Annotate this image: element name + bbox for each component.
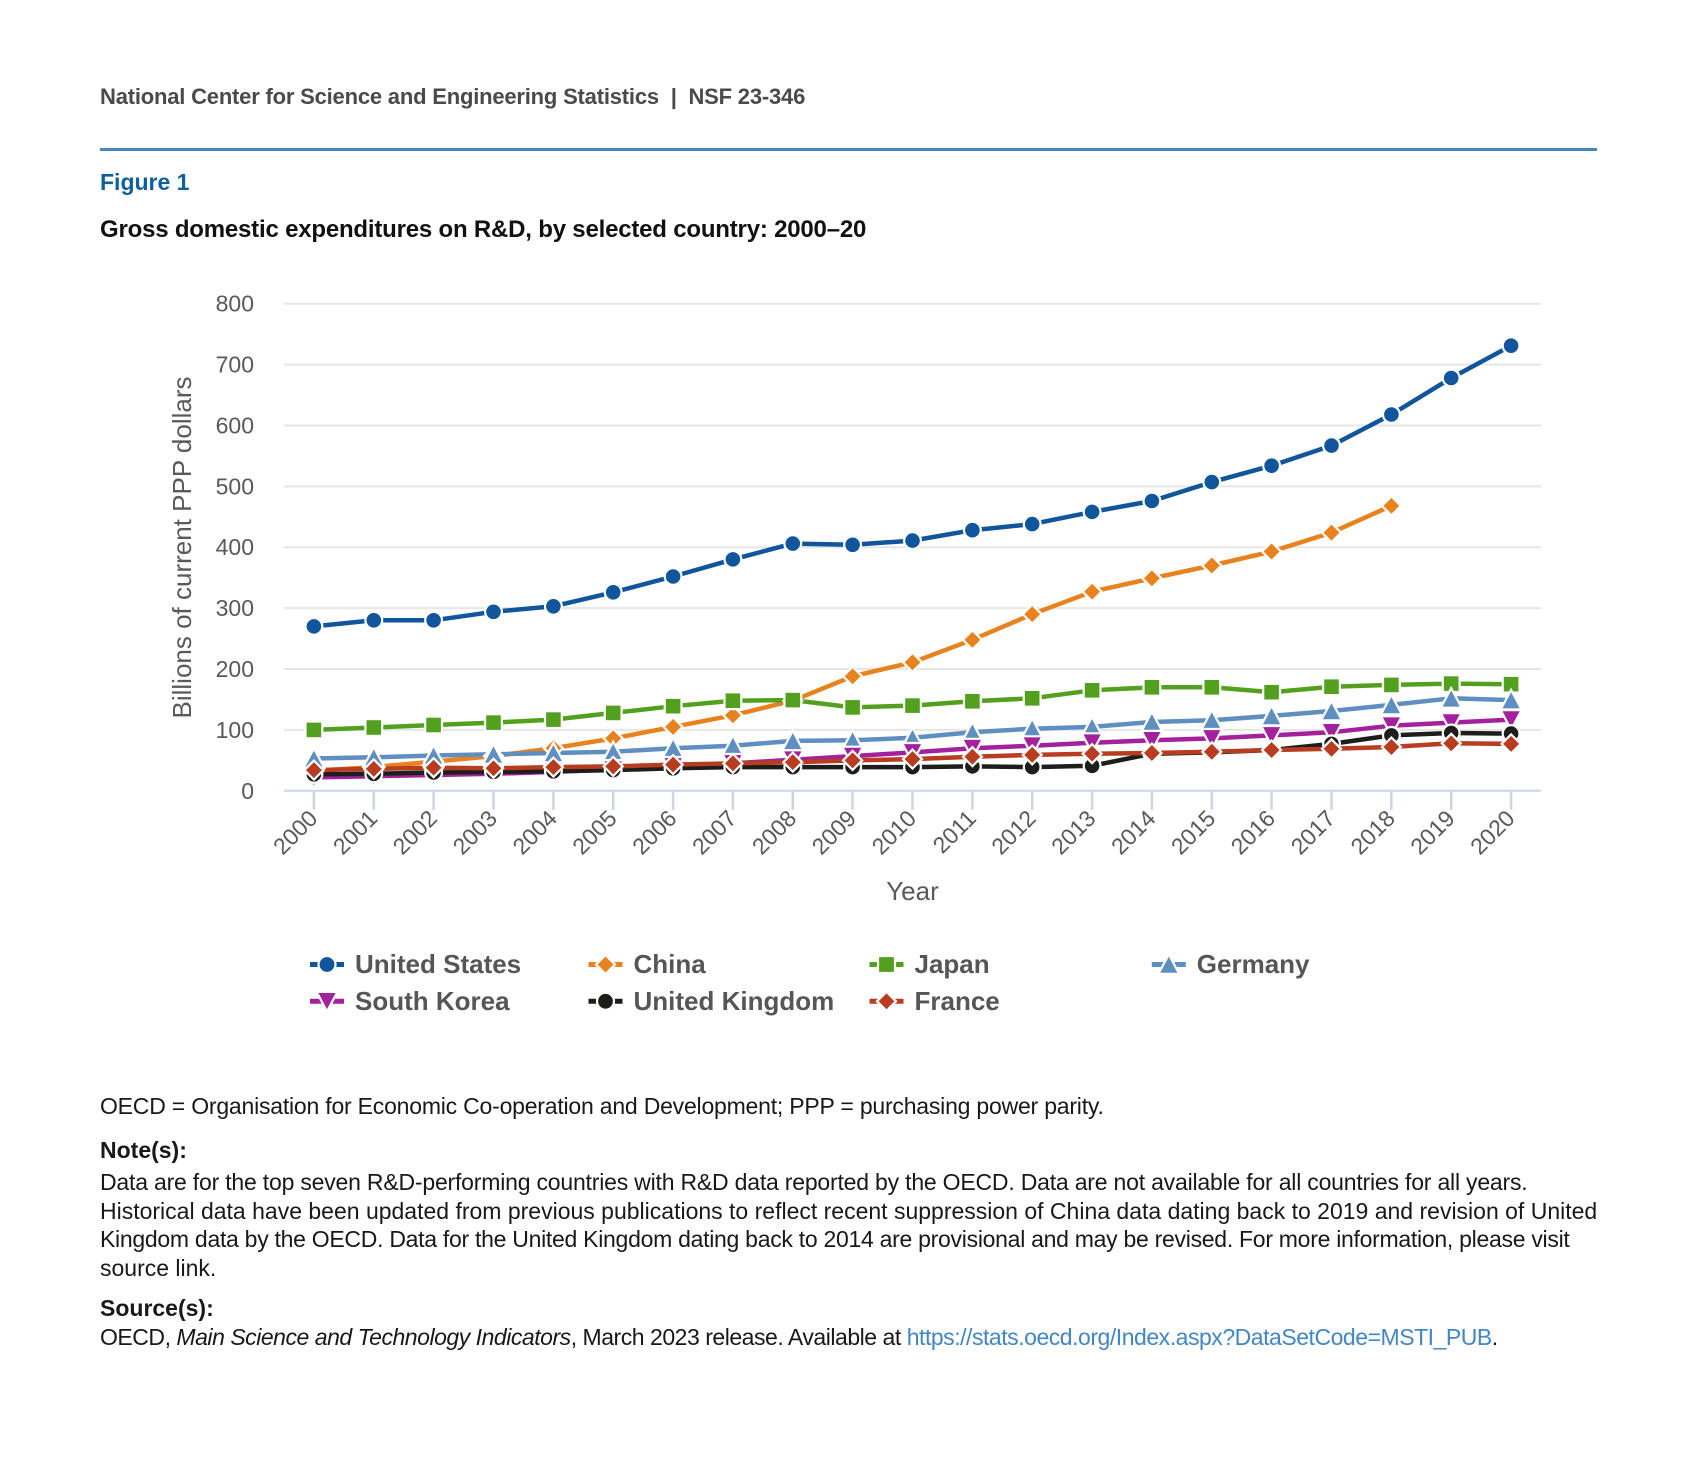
svg-text:United States: United States (355, 949, 521, 979)
svg-text:2001: 2001 (328, 805, 383, 860)
svg-text:2011: 2011 (928, 805, 981, 858)
svg-text:2003: 2003 (447, 805, 502, 860)
svg-text:2007: 2007 (687, 805, 742, 860)
svg-text:2015: 2015 (1166, 805, 1221, 860)
svg-text:2000: 2000 (268, 805, 323, 860)
svg-text:South Korea: South Korea (355, 986, 510, 1016)
svg-text:Japan: Japan (915, 949, 990, 979)
svg-text:2020: 2020 (1465, 805, 1520, 860)
svg-text:Billions of current PPP dollar: Billions of current PPP dollars (167, 376, 197, 718)
svg-text:2009: 2009 (807, 805, 862, 860)
svg-text:500: 500 (216, 473, 254, 499)
svg-text:2014: 2014 (1106, 805, 1161, 860)
svg-text:China: China (634, 949, 707, 979)
svg-text:2019: 2019 (1405, 805, 1460, 860)
svg-text:600: 600 (216, 413, 254, 439)
svg-text:Germany: Germany (1197, 949, 1310, 979)
svg-text:2013: 2013 (1046, 805, 1101, 860)
svg-text:2016: 2016 (1226, 805, 1281, 860)
svg-text:France: France (915, 986, 1000, 1016)
svg-text:2002: 2002 (388, 805, 443, 860)
svg-text:400: 400 (216, 534, 254, 560)
svg-text:2010: 2010 (866, 805, 921, 860)
svg-text:2018: 2018 (1345, 805, 1400, 860)
svg-text:200: 200 (216, 656, 254, 682)
svg-text:Year: Year (886, 876, 939, 906)
svg-text:2006: 2006 (627, 805, 682, 860)
svg-text:2017: 2017 (1285, 805, 1340, 860)
svg-text:300: 300 (216, 595, 254, 621)
svg-text:2004: 2004 (507, 805, 562, 860)
svg-text:2005: 2005 (567, 805, 622, 860)
svg-text:800: 800 (216, 291, 254, 317)
svg-text:2008: 2008 (747, 805, 802, 860)
svg-text:100: 100 (216, 717, 254, 743)
svg-text:0: 0 (241, 778, 254, 804)
svg-text:700: 700 (216, 352, 254, 378)
svg-text:United Kingdom: United Kingdom (634, 986, 835, 1016)
svg-text:2012: 2012 (986, 805, 1041, 860)
